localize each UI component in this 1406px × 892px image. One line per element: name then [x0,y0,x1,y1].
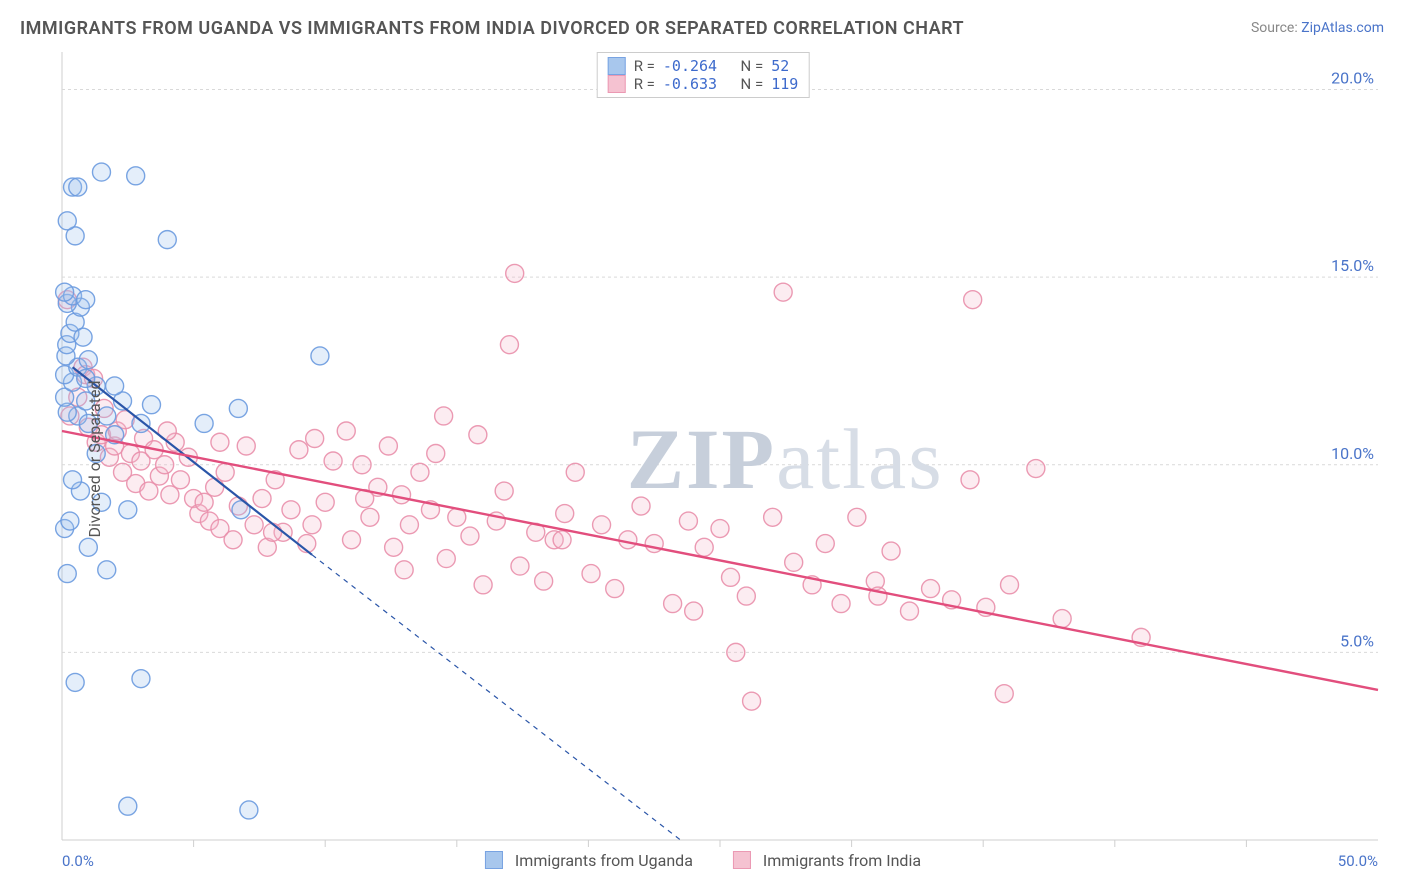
r-label: R = [634,75,655,93]
svg-text:10.0%: 10.0% [1331,444,1374,463]
source-prefix: Source: [1251,20,1301,36]
swatch-india [608,75,626,93]
n-label: N = [741,57,764,75]
legend-item-uganda: Immigrants from Uganda [485,851,693,870]
svg-text:15.0%: 15.0% [1331,256,1374,275]
swatch-uganda [608,57,626,75]
stats-legend: R = -0.264 N = 52 R = -0.633 N = 119 [597,52,810,98]
source-credit: Source: ZipAtlas.com [1251,20,1384,36]
stats-row-india: R = -0.633 N = 119 [608,75,799,93]
r-value-uganda: -0.264 [663,57,717,75]
n-value-india: 119 [771,75,798,93]
r-label: R = [634,57,655,75]
svg-text:5.0%: 5.0% [1340,631,1374,650]
y-axis-label: Divorced or Separated [85,380,104,537]
x-min-label: 0.0% [62,852,94,870]
scatter-plot: 5.0% 10.0% 15.0% 20.0% [18,44,1388,874]
x-max-label: 50.0% [1338,852,1378,870]
legend-label-india: Immigrants from India [763,851,921,870]
swatch-india-icon [733,851,751,869]
chart-title: IMMIGRANTS FROM UGANDA VS IMMIGRANTS FRO… [20,18,964,39]
swatch-uganda-icon [485,851,503,869]
chart-area: Divorced or Separated ZIPatlas R = -0.26… [18,44,1388,874]
source-link[interactable]: ZipAtlas.com [1301,20,1384,36]
r-value-india: -0.633 [663,75,717,93]
legend-label-uganda: Immigrants from Uganda [515,851,693,870]
legend-item-india: Immigrants from India [733,851,921,870]
series-legend: Immigrants from Uganda Immigrants from I… [485,851,921,870]
svg-text:20.0%: 20.0% [1331,69,1374,88]
n-value-uganda: 52 [771,57,789,75]
n-label: N = [741,75,764,93]
stats-row-uganda: R = -0.264 N = 52 [608,57,799,75]
